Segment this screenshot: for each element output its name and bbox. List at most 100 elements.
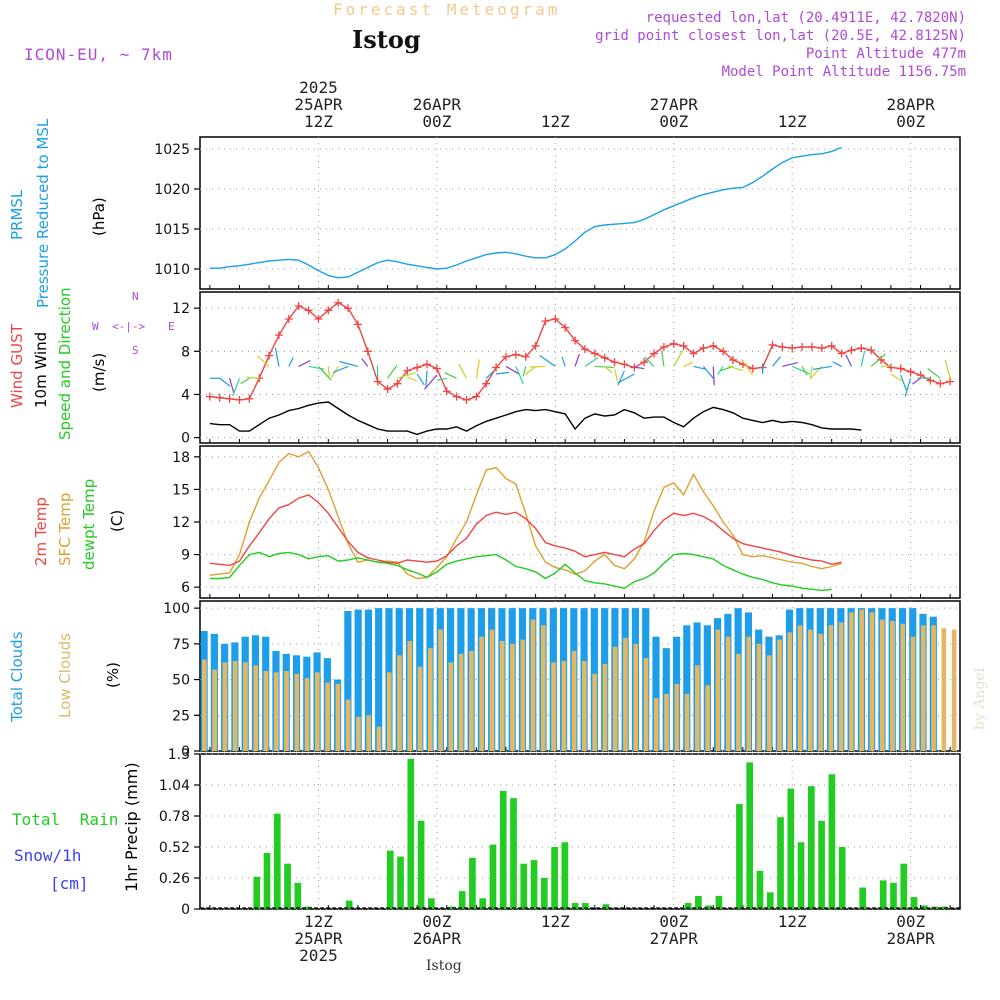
bar-low-clouds	[232, 661, 238, 751]
gust-marker	[807, 343, 816, 352]
bar-low-clouds	[777, 639, 782, 751]
wind-direction-arrow	[870, 353, 886, 367]
gust-marker	[363, 347, 372, 356]
bar-low-clouds	[325, 682, 330, 751]
series-prmsl	[209, 146, 842, 279]
gust-marker	[442, 387, 451, 396]
bar-low-clouds	[602, 663, 608, 751]
gust-marker	[482, 379, 491, 388]
bar-low-clouds	[633, 643, 639, 751]
gust-marker	[413, 363, 422, 372]
gust-marker	[472, 392, 481, 401]
bar-rain	[838, 847, 846, 909]
bar-rain	[551, 847, 558, 909]
gust-marker	[452, 392, 461, 401]
bar-total-clouds	[344, 611, 352, 751]
bar-low-clouds	[623, 638, 628, 751]
bar-low-clouds	[530, 619, 536, 751]
bar-low-clouds	[705, 685, 710, 751]
bar-low-clouds	[551, 662, 556, 751]
gust-marker	[314, 314, 323, 323]
gust-marker	[344, 304, 353, 313]
bar-low-clouds	[900, 623, 906, 751]
bar-low-clouds	[520, 639, 526, 751]
bar-low-clouds	[859, 609, 864, 751]
bar-low-clouds	[725, 636, 731, 751]
gust-marker	[245, 394, 254, 403]
bar-rain	[571, 903, 579, 909]
bar-low-clouds	[808, 629, 813, 751]
wind-direction-arrow	[496, 371, 510, 375]
wind-direction-arrow	[904, 378, 912, 397]
bar-low-clouds	[469, 651, 474, 751]
bar-low-clouds	[838, 622, 844, 751]
compass-legend: N W <-|-> E S	[90, 290, 180, 360]
gust-marker	[521, 352, 530, 361]
bar-low-clouds	[417, 666, 423, 751]
wind-direction-arrow	[529, 365, 546, 368]
bar-low-clouds	[366, 715, 371, 751]
bar-rain	[273, 813, 281, 909]
ytick-label-temperature: 15	[172, 482, 190, 498]
wind-direction-arrow	[613, 368, 619, 382]
bar-low-clouds	[869, 612, 875, 751]
bar-low-clouds	[263, 671, 269, 751]
wind-direction-arrow	[634, 366, 645, 370]
bar-total-clouds	[652, 636, 660, 751]
wind-direction-arrow	[772, 355, 782, 367]
gust-marker	[265, 351, 274, 360]
ytick-label-precip: 0	[181, 902, 190, 918]
wind-direction-arrow	[361, 358, 369, 367]
ytick-label-temperature: 6	[181, 580, 190, 596]
top-time-label-1: 26APR 00Z	[412, 95, 461, 131]
bottom-time-label-4: 12Z	[777, 912, 807, 931]
bar-low-clouds	[222, 662, 228, 751]
wind-direction-arrow	[219, 377, 231, 387]
gust-marker	[778, 343, 787, 352]
gust-marker	[748, 364, 757, 373]
bar-low-clouds	[335, 683, 341, 751]
bar-rain	[263, 852, 271, 909]
wind-direction-arrow	[812, 365, 832, 370]
bar-rain	[900, 863, 908, 909]
wind-direction-arrow	[522, 366, 527, 377]
wind-direction-arrow	[308, 365, 325, 370]
bar-low-clouds	[571, 651, 577, 751]
bar-low-clouds	[540, 625, 546, 751]
gust-marker	[462, 395, 471, 404]
ytick-label-temperature: 12	[172, 515, 190, 531]
gust-marker	[423, 360, 432, 369]
bar-low-clouds	[828, 625, 834, 751]
bottom-time-label-2: 12Z	[540, 912, 570, 931]
wind-direction-arrow	[332, 365, 349, 373]
gust-marker	[432, 364, 441, 373]
bar-rain	[910, 897, 918, 909]
wind-direction-arrow	[423, 374, 438, 390]
wind-direction-arrow	[727, 365, 744, 372]
bar-low-clouds	[448, 662, 454, 751]
bar-low-clouds	[294, 673, 300, 751]
bar-rain	[386, 850, 394, 909]
gust-marker	[383, 385, 392, 394]
gust-marker	[827, 341, 836, 350]
bar-rain	[561, 842, 569, 909]
bar-low-clouds	[910, 636, 916, 751]
bar-low-clouds	[592, 673, 597, 751]
gust-marker	[304, 306, 313, 315]
top-time-label-0: 2025 25APR 12Z	[294, 78, 343, 131]
bar-low-clouds	[766, 655, 772, 751]
ytick-label-temperature: 18	[172, 450, 190, 466]
wind-direction-arrow	[232, 378, 241, 397]
bar-low-clouds	[612, 646, 618, 751]
gust-marker	[936, 379, 945, 388]
wind-direction-arrow	[561, 356, 566, 367]
info-requested: requested lon,lat (20.4911E, 42.7820N)	[645, 10, 966, 26]
bar-rain	[602, 904, 610, 909]
top-time-label-5: 28APR 00Z	[886, 95, 935, 131]
bar-rain	[777, 817, 784, 909]
gust-marker	[640, 358, 649, 367]
gust-marker	[906, 367, 915, 376]
wind-direction-arrow	[229, 378, 235, 394]
bar-rain	[890, 882, 897, 909]
wind-direction-arrow	[741, 359, 754, 376]
